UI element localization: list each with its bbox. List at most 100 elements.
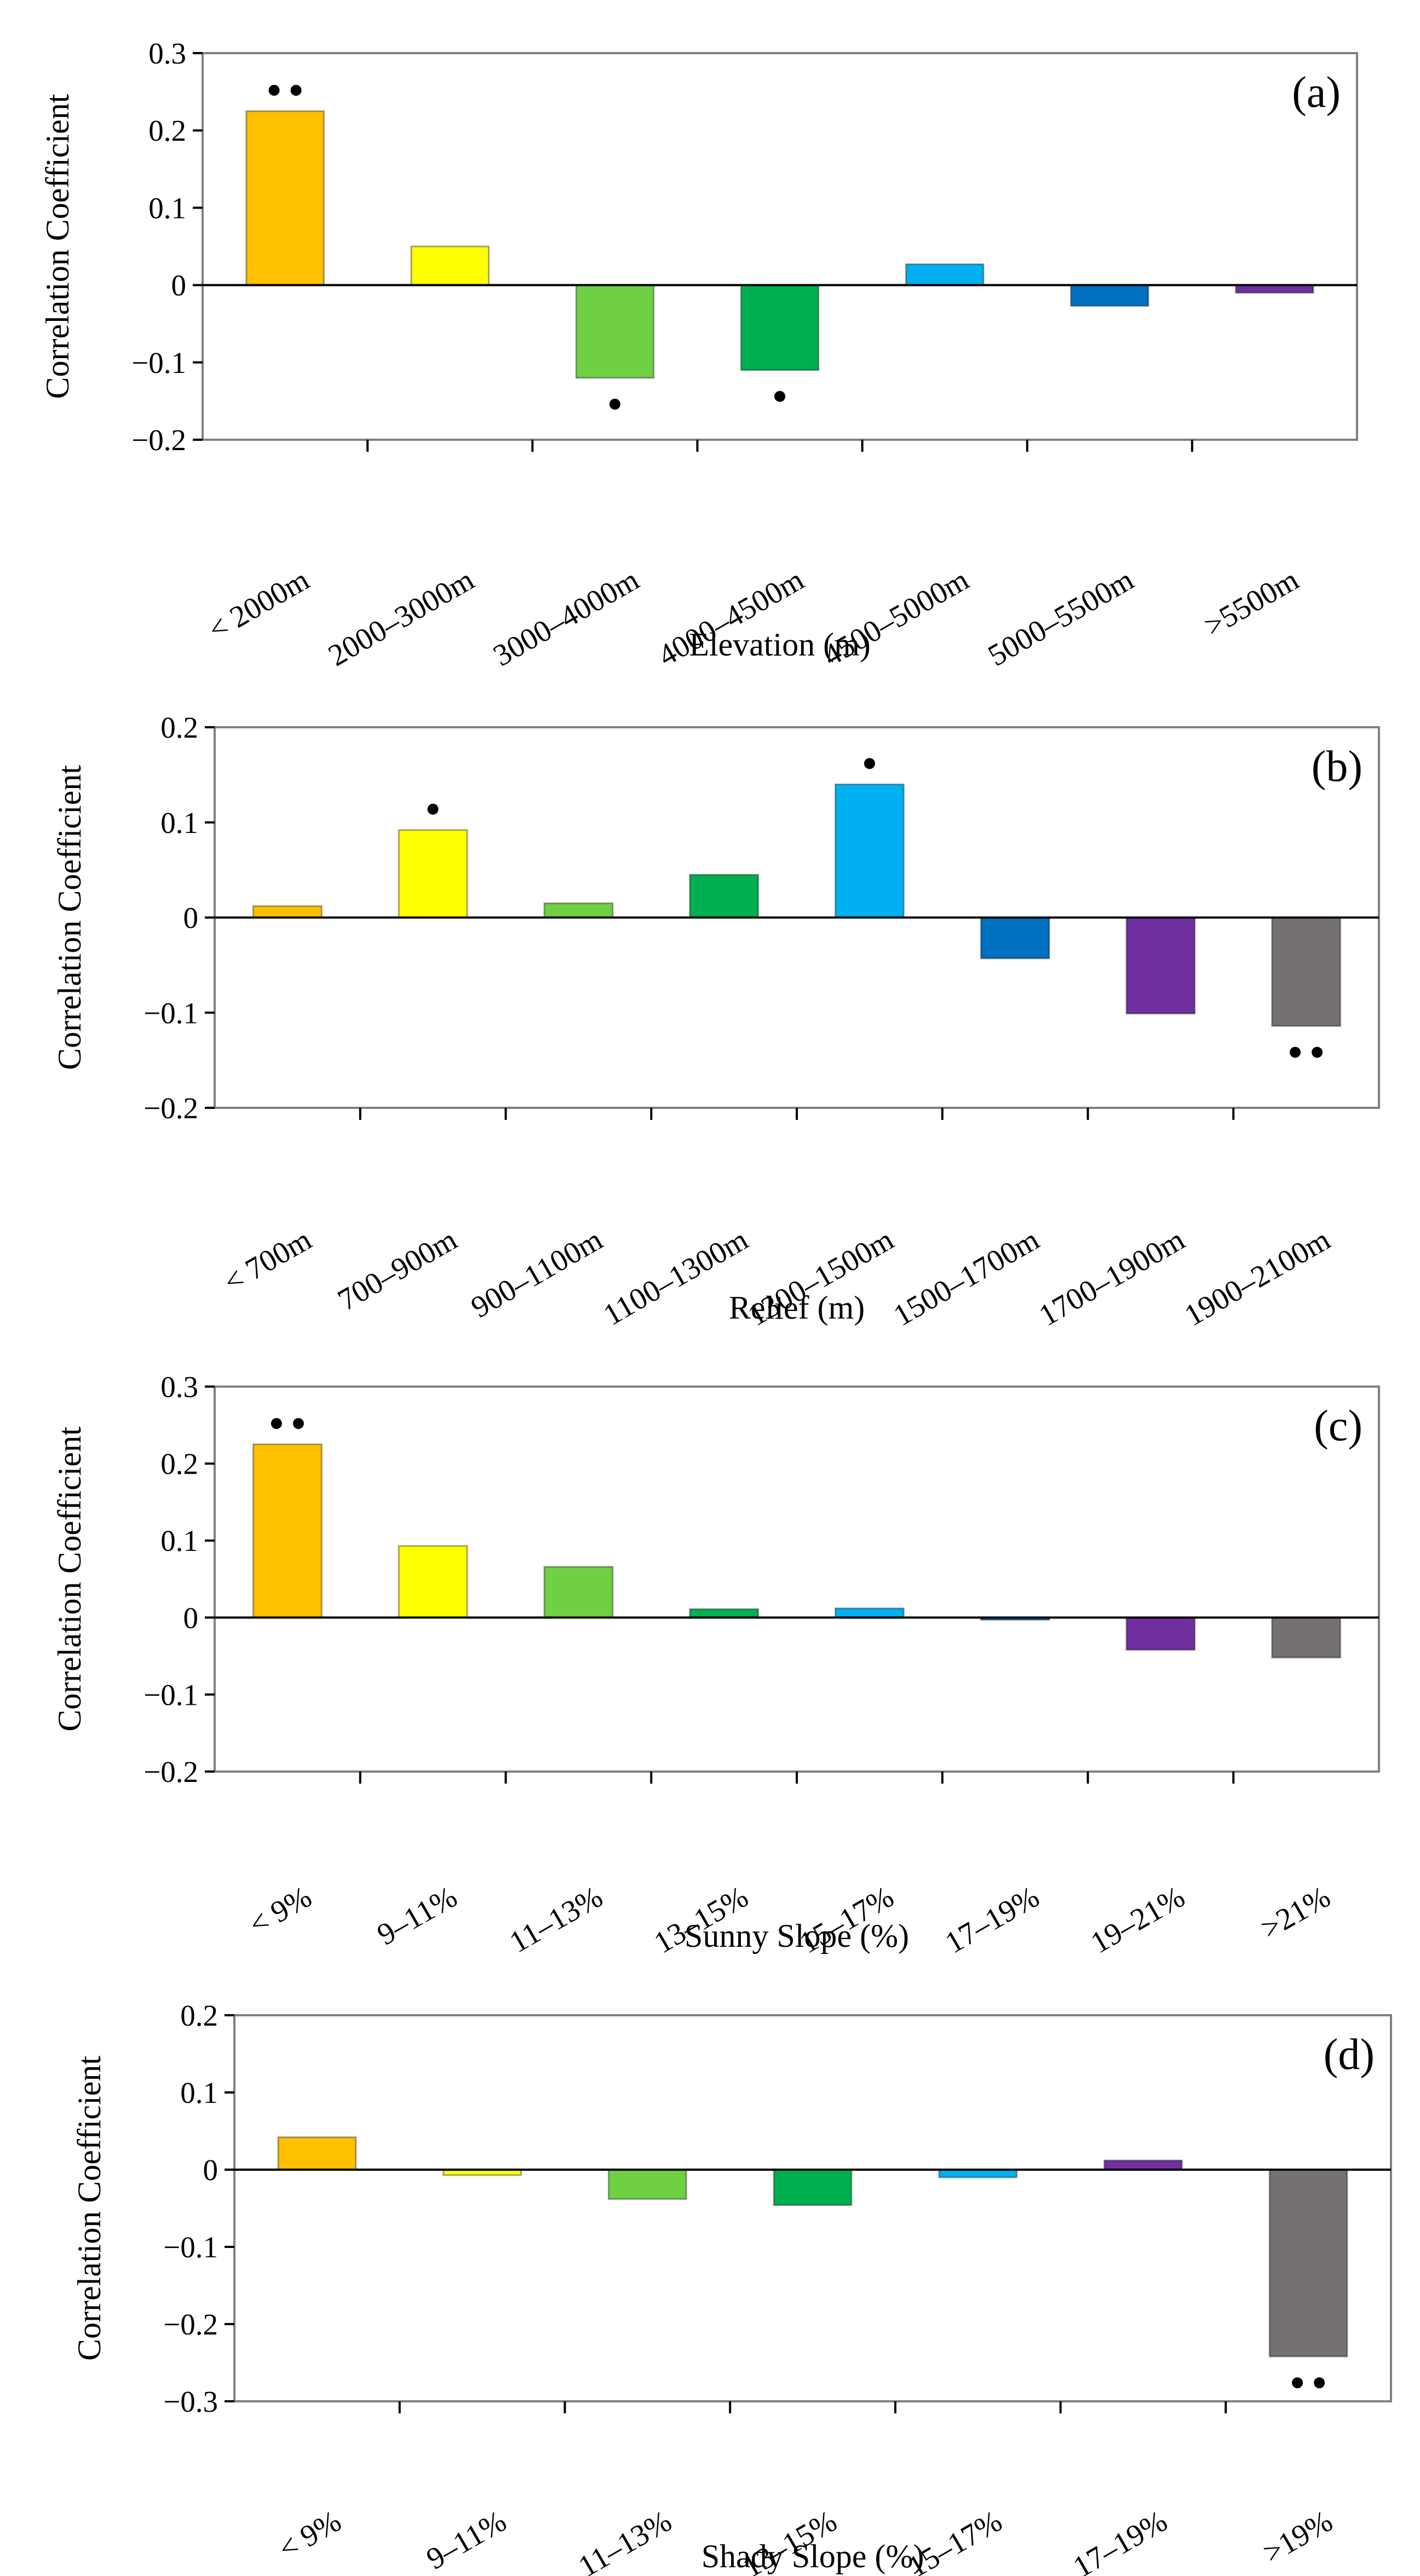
y-tick-label: −0.2: [143, 1755, 198, 1789]
x-category-label: >5500m: [1199, 563, 1304, 643]
y-tick-label: 0.2: [180, 1999, 218, 2032]
y-tick-label: 0.1: [160, 1524, 198, 1557]
y-tick-label: −0.1: [143, 1678, 198, 1711]
significance-marker: [271, 1418, 282, 1429]
bar: [1271, 917, 1342, 1027]
significance-marker: [609, 399, 620, 410]
significance-marker: [1290, 1046, 1301, 1058]
panel-c: 0.30.20.10−0.1−0.2< 9% 9–11% 11–13% 13–15% 1…: [51, 1370, 1380, 1960]
bar: [543, 902, 614, 918]
significance-marker: [1292, 2377, 1303, 2389]
panel-a: 0.3 0.2 0.1 0 −0.1 −0.2 < 2000m 2000–3000m 3000–…: [39, 37, 1358, 673]
y-tick-label: −0.2: [163, 2308, 218, 2341]
bar: [905, 263, 985, 286]
panel-b: 0.20.10−0.1−0.2< 700m 700–900m 900–1100m11…: [51, 711, 1380, 1333]
panel-label: (d): [1324, 2031, 1375, 2079]
y-tick-label: 0.3: [148, 37, 186, 70]
y-tick-label: 0.3: [160, 1370, 198, 1404]
bar: [834, 783, 905, 918]
y-tick-label: −0.1: [131, 346, 186, 380]
y-tick-label: −0.3: [163, 2385, 218, 2418]
x-category-label: 3000–4000m: [487, 563, 645, 673]
x-category-label: 11–13%: [573, 2504, 677, 2576]
y-tick-label: 0: [171, 269, 187, 302]
panel-label: (c): [1314, 1402, 1362, 1450]
significance-marker: [427, 803, 439, 815]
y-tick-label: 0.2: [160, 711, 198, 744]
significance-marker: [290, 84, 302, 96]
x-category-label: 17–19%: [1067, 2504, 1173, 2576]
x-category-label: 19–21%: [1085, 1880, 1191, 1960]
significance-marker: [1314, 2377, 1325, 2389]
x-category-label: 700–900m: [332, 1223, 463, 1318]
x-category-label: >21%: [1255, 1880, 1336, 1946]
significance-marker: [292, 1418, 304, 1429]
panel-d: 0.20.10−0.1−0.2−0.3< 9% 9–11% 11–13% 13–15%…: [71, 1999, 1392, 2576]
x-category-label: 2000–3000m: [323, 563, 480, 673]
plot-frame: [214, 1385, 1380, 1773]
x-category-label: < 9%: [243, 1880, 317, 1942]
y-tick-label: 0.1: [160, 806, 198, 840]
bar: [410, 245, 490, 286]
bar: [1271, 1617, 1342, 1659]
y-tick-label: −0.1: [163, 2230, 218, 2264]
y-axis-title: Correlation Coefficient: [51, 1427, 88, 1732]
y-axis-title: Correlation Coefficient: [39, 94, 76, 399]
panel-label: (b): [1312, 743, 1362, 791]
bar: [252, 1443, 323, 1619]
y-tick-label: −0.1: [143, 996, 198, 1030]
y-tick-label: −0.2: [131, 423, 186, 457]
x-category-label: 9–11%: [421, 2504, 512, 2576]
y-tick-label: 0: [183, 1601, 199, 1635]
bar: [277, 2136, 357, 2171]
y-tick-label: −0.2: [143, 1091, 198, 1125]
x-category-label: 5000–5500m: [982, 563, 1140, 673]
bar: [740, 284, 820, 371]
x-category-label: 1900–2100m: [1179, 1223, 1336, 1333]
x-category-label: >19%: [1257, 2504, 1338, 2571]
x-axis-title: Relief (m): [729, 1290, 865, 1326]
bar: [773, 2169, 853, 2206]
significance-marker: [1312, 1046, 1323, 1058]
bar: [1235, 284, 1314, 294]
x-category-label: 9–11%: [372, 1880, 463, 1952]
y-tick-label: 0: [183, 901, 199, 935]
x-category-label: 900–1100m: [465, 1223, 608, 1325]
x-axis-title: Shady Slope (%): [702, 2538, 924, 2574]
x-axis-title: Elevation (m): [689, 626, 871, 663]
bar: [543, 1566, 614, 1619]
bar: [1103, 2159, 1183, 2171]
x-category-label: 1700–1900m: [1033, 1223, 1191, 1333]
plot-frame: [233, 2014, 1392, 2402]
x-category-label: 1500–1700m: [888, 1223, 1045, 1333]
bar: [1125, 1617, 1196, 1651]
x-category-label: 17–19%: [939, 1880, 1045, 1960]
x-category-label: < 2000m: [203, 563, 315, 647]
bar: [1070, 284, 1149, 307]
panel-label: (a): [1292, 68, 1341, 117]
bar: [980, 917, 1050, 959]
bar: [938, 2169, 1018, 2178]
significance-marker: [268, 84, 280, 96]
y-axis-title: Correlation Coefficient: [71, 2056, 107, 2361]
plot-frame: [202, 52, 1358, 441]
y-tick-label: 0: [203, 2153, 219, 2187]
bar: [1125, 917, 1196, 1015]
bar: [245, 110, 325, 286]
y-axis-title: Correlation Coefficient: [51, 765, 88, 1070]
x-category-label: 11–13%: [504, 1880, 608, 1960]
bar: [398, 1545, 468, 1619]
bar: [1268, 2169, 1348, 2358]
bar: [689, 873, 760, 918]
x-category-label: < 700m: [218, 1223, 317, 1300]
y-tick-label: 0.2: [160, 1447, 198, 1481]
y-tick-label: 0.2: [148, 114, 186, 147]
bar: [834, 1607, 905, 1619]
y-tick-label: 0.1: [180, 2076, 218, 2109]
bar: [398, 829, 468, 919]
significance-marker: [864, 758, 875, 769]
significance-marker: [774, 390, 785, 402]
x-category-label: < 9%: [273, 2504, 347, 2567]
bar: [575, 284, 655, 379]
